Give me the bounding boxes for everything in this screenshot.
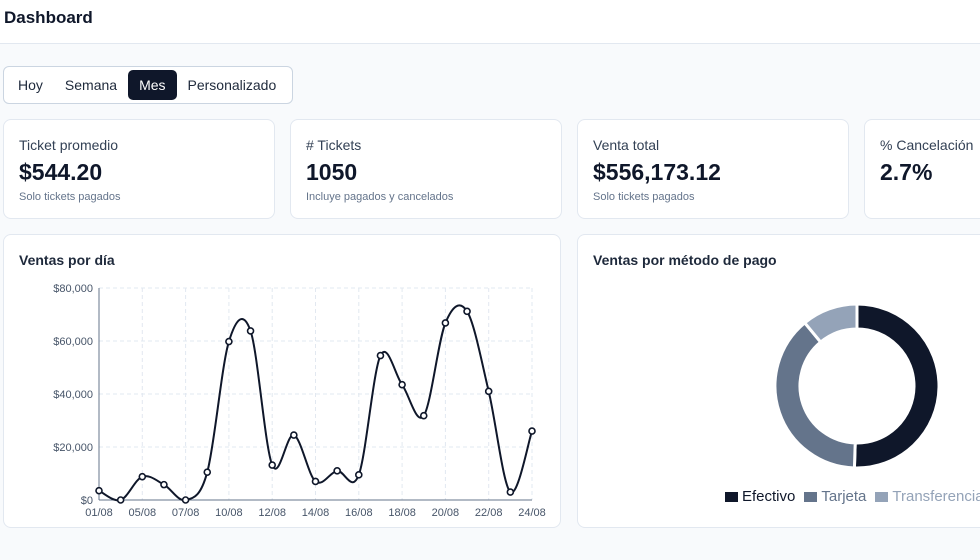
data-point[interactable] xyxy=(441,319,450,327)
y-tick-label: $20,000 xyxy=(53,442,93,454)
chart-grid: $0 $20,000 $40,000 $60,000 $80,000 01/08 05/08… xyxy=(53,283,546,519)
kpi-label: # Tickets xyxy=(306,137,362,153)
kpi-value: $544.20 xyxy=(19,159,103,185)
data-point[interactable] xyxy=(268,461,277,469)
kpi-subtitle: Incluye pagados y cancelados xyxy=(306,191,454,203)
kpi-card-venta-total: Venta total $556,173.12 Solo tickets pag… xyxy=(577,119,849,219)
x-tick-label: 14/08 xyxy=(302,507,330,519)
kpi-value: 1050 xyxy=(306,159,358,185)
x-tick-label: 01/08 xyxy=(85,507,113,519)
y-tick-label: $80,000 xyxy=(53,283,93,295)
chart-title: Ventas por día xyxy=(19,252,115,268)
data-point[interactable] xyxy=(376,351,385,360)
data-point[interactable] xyxy=(116,496,125,504)
donut-slice-efectivo[interactable] xyxy=(852,302,941,470)
sales-by-method-chart xyxy=(773,302,941,470)
x-tick-label: 10/08 xyxy=(215,507,243,519)
data-point[interactable] xyxy=(95,486,103,495)
x-tick-label: 22/08 xyxy=(475,507,503,519)
data-point[interactable] xyxy=(333,467,341,475)
data-point[interactable] xyxy=(484,387,493,396)
chart-title: Ventas por método de pago xyxy=(593,252,777,268)
top-bar: Dashboard xyxy=(0,0,980,44)
x-tick-label: 18/08 xyxy=(388,507,416,519)
donut-slice-tarjeta[interactable] xyxy=(773,320,857,470)
data-point[interactable] xyxy=(246,327,255,335)
legend-item-transferencia[interactable]: Transferencia xyxy=(875,488,980,505)
y-tick-label: $60,000 xyxy=(53,336,93,348)
data-point[interactable] xyxy=(181,496,190,504)
data-point[interactable] xyxy=(203,468,212,476)
chart-legend: Efectivo Tarjeta Transferencia xyxy=(725,488,980,505)
kpi-label: Venta total xyxy=(593,137,660,153)
data-point[interactable] xyxy=(398,380,406,389)
sales-by-day-chart: $0 $20,000 $40,000 $60,000 $80,000 01/08 05/08… xyxy=(53,283,546,519)
x-tick-label: 24/08 xyxy=(518,507,546,519)
data-point[interactable] xyxy=(225,337,233,346)
data-point[interactable] xyxy=(419,411,428,420)
page-title: Dashboard xyxy=(4,8,93,27)
x-tick-label: 05/08 xyxy=(129,507,157,519)
kpi-subtitle: Solo tickets pagados xyxy=(19,191,121,203)
legend-label: Efectivo xyxy=(742,488,796,505)
x-tick-label: 07/08 xyxy=(172,507,200,519)
tab-hoy[interactable]: Hoy xyxy=(18,77,43,93)
x-tick-label: 16/08 xyxy=(345,507,373,519)
data-point[interactable] xyxy=(290,431,298,439)
data-point[interactable] xyxy=(528,427,536,435)
legend-label: Transferencia xyxy=(892,488,980,505)
legend-item-efectivo[interactable]: Efectivo xyxy=(725,488,795,505)
x-tick-label: 12/08 xyxy=(258,507,286,519)
data-point[interactable] xyxy=(463,307,471,316)
kpi-card-ticket-promedio: Ticket promedio $544.20 Solo tickets pag… xyxy=(3,119,275,219)
kpi-value: 2.7% xyxy=(880,159,933,185)
kpi-card-cancelacion: % Cancelación 2.7% xyxy=(864,119,980,219)
y-tick-label: $40,000 xyxy=(53,389,93,401)
x-tick-label: 20/08 xyxy=(432,507,460,519)
donut-slice-transferencia[interactable] xyxy=(802,302,859,345)
tab-personalizado[interactable]: Personalizado xyxy=(187,77,277,93)
kpi-value: $556,173.12 xyxy=(593,159,721,185)
kpi-card-tickets: # Tickets 1050 Incluye pagados y cancela… xyxy=(290,119,562,219)
kpi-label: % Cancelación xyxy=(880,137,974,153)
data-point[interactable] xyxy=(506,488,515,496)
period-tabs: Hoy Semana Mes Personalizado xyxy=(3,66,293,104)
sales-by-method-card: Ventas por método de pago Efectivo Tarje… xyxy=(577,234,980,528)
legend-swatch xyxy=(725,491,738,502)
y-tick-label: $0 xyxy=(81,495,93,507)
kpi-label: Ticket promedio xyxy=(19,137,119,153)
legend-swatch xyxy=(875,491,889,502)
legend-label: Tarjeta xyxy=(821,488,867,505)
data-point[interactable] xyxy=(311,477,320,486)
tab-mes[interactable]: Mes xyxy=(128,70,177,100)
data-point[interactable] xyxy=(160,480,168,489)
kpi-subtitle: Solo tickets pagados xyxy=(593,191,695,203)
data-point[interactable] xyxy=(354,471,363,479)
sales-by-day-card: Ventas por día $0 $20,000 $40,000 $60,000 $8… xyxy=(3,234,561,528)
legend-swatch xyxy=(804,491,818,502)
tab-semana[interactable]: Semana xyxy=(64,77,118,93)
legend-item-tarjeta[interactable]: Tarjeta xyxy=(804,488,866,505)
data-point[interactable] xyxy=(138,472,147,481)
